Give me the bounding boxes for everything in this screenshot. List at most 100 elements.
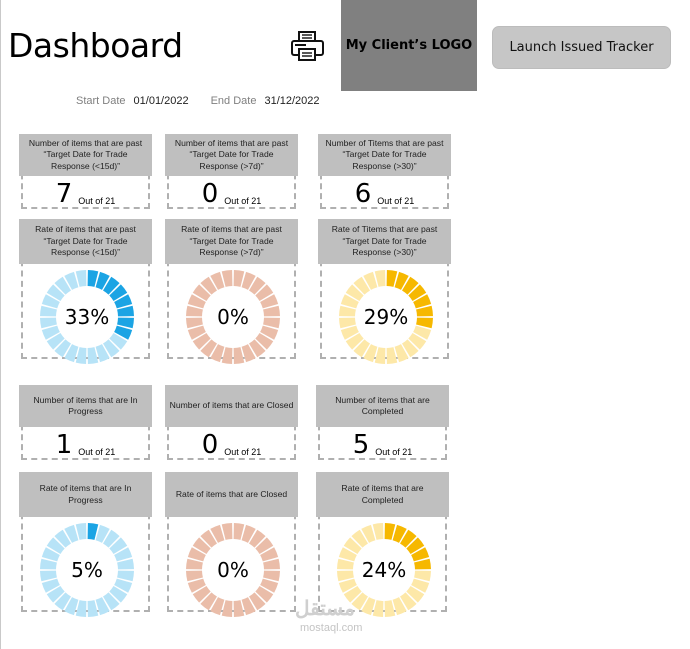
donut-segment-empty	[221, 600, 233, 617]
count-value: 0	[201, 179, 219, 209]
donut-segment-empty	[87, 600, 99, 617]
donut-segment-empty	[260, 325, 279, 340]
end-date-label: End Date	[210, 95, 257, 107]
launch-issued-tracker-button[interactable]: Launch Issued Tracker	[492, 26, 671, 69]
donut-segment-filled	[392, 524, 407, 543]
printer-icon[interactable]	[290, 30, 326, 62]
card-past-target-7d-count: Number of items that are past “Target Da…	[165, 134, 298, 209]
card-header: Rate of Titems that are past “Target Dat…	[318, 219, 451, 264]
donut-chart	[40, 523, 134, 617]
donut-chart	[186, 270, 280, 364]
donut-segment-filled	[109, 284, 128, 301]
donut-segment-empty	[103, 529, 120, 548]
donut-segment-empty	[75, 600, 87, 617]
donut-chart	[40, 270, 134, 364]
count-total: Out of 21	[377, 196, 415, 206]
donut-segment-empty	[351, 529, 368, 548]
donut-segment-filled	[406, 537, 425, 554]
donut-segment-empty	[340, 294, 359, 309]
donut-segment-empty	[192, 586, 211, 603]
donut-segment-filled	[103, 276, 120, 295]
card-in-progress-count: Number of items that are In Progress 1 O…	[19, 385, 152, 460]
count-total: Out of 21	[78, 196, 116, 206]
donut-segment-empty	[372, 600, 384, 617]
donut-segment-empty	[241, 597, 256, 616]
donut-segment-empty	[337, 558, 354, 570]
donut-segment-filled	[394, 271, 409, 290]
start-date-value[interactable]: 01/01/2022	[133, 95, 189, 107]
donut-segment-empty	[187, 325, 206, 340]
donut-segment-empty	[46, 284, 65, 301]
donut-segment-empty	[402, 339, 419, 358]
card-header: Number of items that are Closed	[165, 385, 298, 427]
donut-segment-empty	[241, 524, 256, 543]
donut-segment-empty	[343, 586, 362, 603]
donut-segment-filled	[416, 305, 433, 317]
donut-segment-empty	[363, 344, 378, 363]
donut-segment-empty	[408, 333, 427, 350]
donut-segment-empty	[353, 339, 370, 358]
donut-percent: 0%	[217, 305, 249, 329]
donut-segment-filled	[87, 270, 99, 287]
donut-segment-empty	[233, 523, 245, 540]
end-date-value[interactable]: 31/12/2022	[264, 95, 320, 107]
donut-segment-empty	[103, 592, 120, 611]
donut-segment-filled	[413, 294, 432, 309]
donut-segment-empty	[392, 597, 407, 616]
donut-segment-empty	[337, 570, 354, 582]
donut-segment-empty	[255, 586, 274, 603]
donut-segment-empty	[233, 600, 245, 617]
donut-segment-empty	[413, 325, 432, 340]
donut-segment-empty	[41, 578, 60, 593]
donut-segment-empty	[114, 578, 133, 593]
donut-segment-empty	[75, 270, 87, 287]
donut-segment-empty	[54, 592, 71, 611]
donut-segment-empty	[64, 597, 79, 616]
donut-segment-filled	[400, 529, 417, 548]
donut-segment-empty	[233, 347, 245, 364]
donut-segment-empty	[249, 276, 266, 295]
donut-segment-empty	[40, 305, 57, 317]
donut-segment-empty	[117, 570, 134, 582]
donut-segment-empty	[75, 347, 87, 364]
client-logo-text: My Client’s LOGO	[345, 38, 473, 53]
donut-segment-empty	[374, 270, 386, 287]
donut-segment-empty	[345, 284, 364, 301]
watermark-url: mostaql.com	[300, 622, 363, 634]
donut-segment-empty	[263, 317, 280, 329]
donut-segment-filled	[402, 276, 419, 295]
card-past-target-7d-rate: Rate of items that are past “Target Date…	[165, 219, 298, 364]
donut-segment-empty	[241, 344, 256, 363]
count-total: Out of 21	[375, 447, 413, 457]
donut-segment-empty	[339, 317, 356, 329]
card-past-target-30-count: Number of Titems that are past “Target D…	[318, 134, 451, 209]
donut-segment-empty	[351, 592, 368, 611]
donut-segment-empty	[372, 523, 384, 540]
card-header: Rate of items that are past “Target Date…	[19, 219, 152, 264]
donut-segment-empty	[221, 347, 233, 364]
card-past-target-15d-rate: Rate of items that are past “Target Date…	[19, 219, 152, 364]
donut-segment-empty	[46, 333, 65, 350]
donut-percent: 33%	[64, 305, 110, 329]
donut-segment-empty	[210, 344, 225, 363]
donut-percent: 24%	[361, 558, 407, 582]
card-header: Number of items that are In Progress	[19, 385, 152, 427]
donut-segment-empty	[249, 529, 266, 548]
watermark-logo: مستقل	[295, 598, 355, 620]
donut-segment-empty	[263, 558, 280, 570]
donut-segment-empty	[255, 537, 274, 554]
donut-segment-empty	[192, 537, 211, 554]
donut-segment-empty	[46, 537, 65, 554]
donut-segment-empty	[260, 294, 279, 309]
donut-segment-empty	[40, 317, 57, 329]
donut-chart	[337, 523, 431, 617]
donut-segment-empty	[210, 597, 225, 616]
donut-segment-empty	[340, 325, 359, 340]
start-date-label: Start Date	[76, 95, 126, 107]
card-past-target-30-rate: Rate of Titems that are past “Target Dat…	[318, 219, 451, 364]
donut-segment-empty	[406, 586, 425, 603]
donut-segment-empty	[103, 339, 120, 358]
donut-segment-empty	[186, 317, 203, 329]
donut-segment-filled	[416, 317, 433, 329]
donut-segment-empty	[233, 270, 245, 287]
